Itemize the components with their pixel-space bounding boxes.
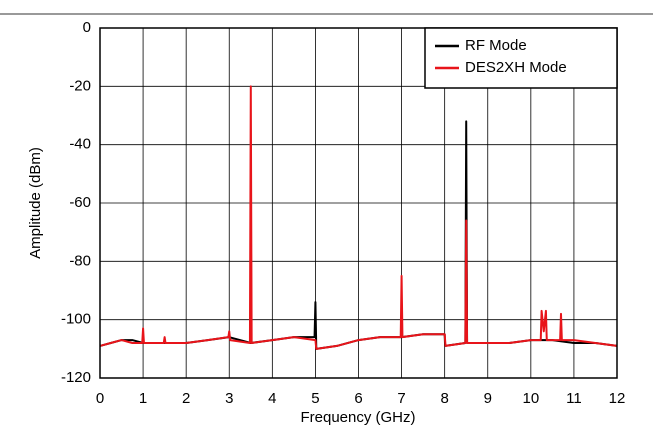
y-tick-label: 0 (83, 19, 91, 36)
x-tick-label: 7 (397, 390, 405, 407)
x-tick-label: 3 (225, 390, 233, 407)
x-tick-label: 6 (354, 390, 362, 407)
x-axis-label: Frequency (GHz) (300, 409, 415, 426)
y-tick-label: -20 (69, 77, 91, 94)
y-tick-label: -40 (69, 136, 91, 153)
x-tick-label: 9 (484, 390, 492, 407)
legend-label: RF Mode (465, 37, 527, 54)
legend-label: DES2XH Mode (465, 59, 567, 76)
legend-box (424, 27, 618, 89)
legend: RF Mode DES2XH Mode (424, 27, 618, 89)
x-tick-label: 5 (311, 390, 319, 407)
series-line (99, 85, 618, 350)
y-tick-label: -100 (61, 311, 91, 328)
x-tick-label: 2 (182, 390, 190, 407)
x-tick-label: 4 (268, 390, 276, 407)
plot-frame (99, 27, 618, 379)
y-tick-label: -60 (69, 194, 91, 211)
y-tick-label: -80 (69, 252, 91, 269)
x-tick-label: 12 (609, 390, 626, 407)
y-axis-label: Amplitude (dBm) (27, 147, 44, 259)
x-tick-label: 8 (440, 390, 448, 407)
x-tick-label: 11 (566, 390, 582, 407)
x-tick-label: 1 (139, 390, 147, 407)
y-tick-label: -120 (61, 369, 91, 386)
x-tick-label: 0 (96, 390, 104, 407)
x-tick-label: 10 (522, 390, 539, 407)
